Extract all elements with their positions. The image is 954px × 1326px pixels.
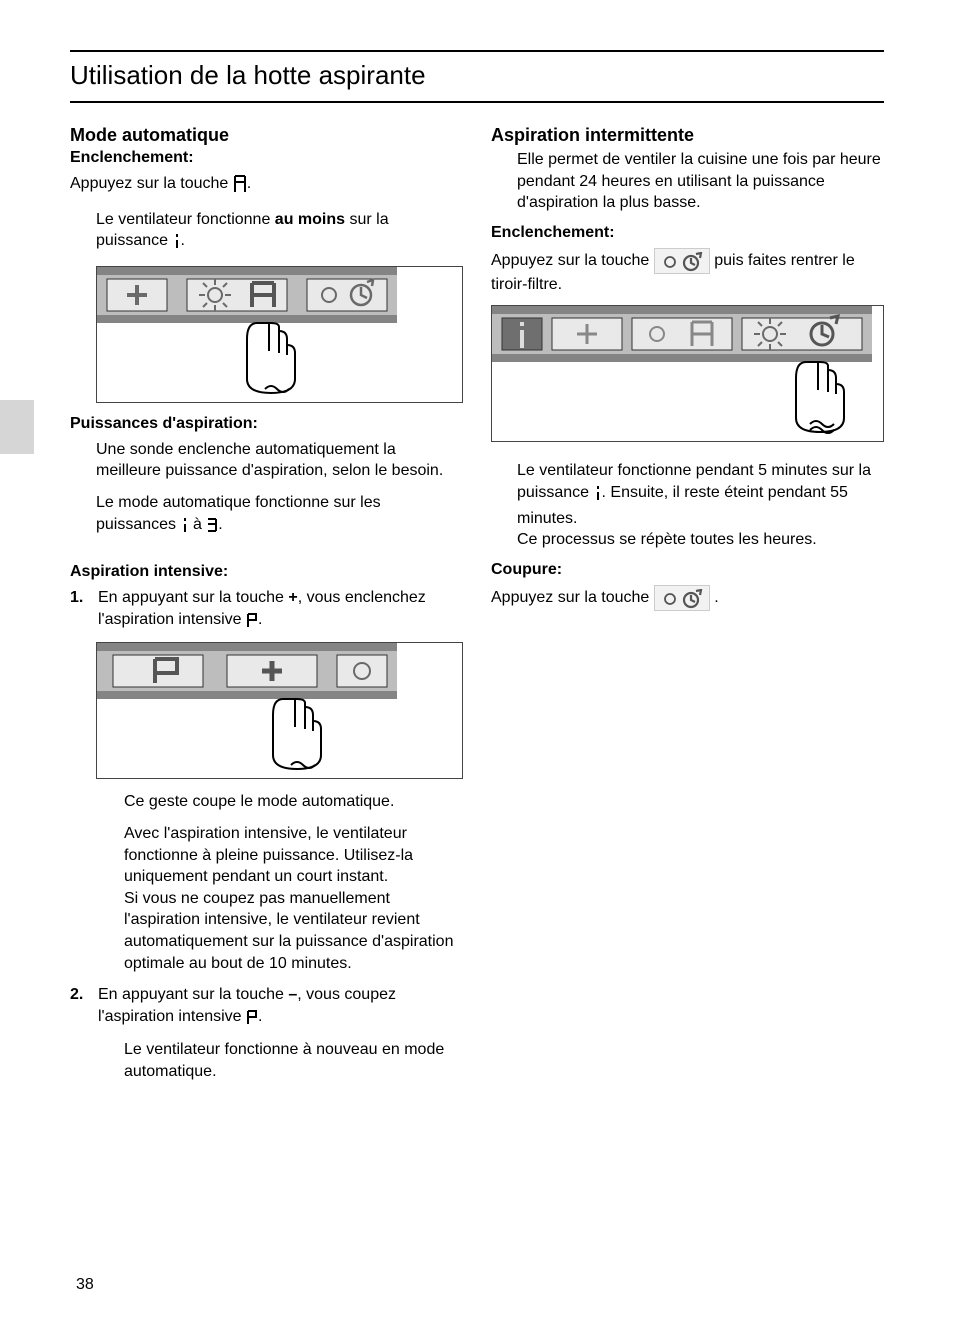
figure-panel-1 <box>96 266 463 403</box>
glyph-3-icon <box>206 517 218 540</box>
text: Avec l'aspiration intensive, le ventilat… <box>124 825 413 885</box>
glyph-1c-icon <box>594 485 602 508</box>
label-coupure: Coupure: <box>491 561 884 579</box>
glyph-p2-icon <box>246 1009 258 1032</box>
glyph-p-icon <box>246 612 258 635</box>
para-inter-desc: Elle permet de ventiler la cuisine une f… <box>491 149 884 214</box>
page-number: 38 <box>76 1276 94 1294</box>
para-mode-range: Le mode automatique fonctionne sur les p… <box>70 492 463 539</box>
text: Ce processus se répète toutes les heures… <box>517 531 817 548</box>
text: En appuyant sur la touche <box>98 589 288 606</box>
para-coupe-mode: Ce geste coupe le mode automatique. <box>70 791 463 813</box>
text: Appuyez sur la touche <box>491 252 654 269</box>
bold-plus: + <box>288 589 297 606</box>
bold-minus: – <box>288 986 297 1003</box>
figure-panel-2 <box>96 642 463 779</box>
text: à <box>189 516 207 533</box>
page-side-tab <box>0 400 34 454</box>
step-1: 1. En appuyant sur la touche +, vous enc… <box>70 587 463 634</box>
text: . <box>218 516 222 533</box>
heading-mode-automatique: Mode automatique <box>70 125 463 146</box>
step-1-body: En appuyant sur la touche +, vous enclen… <box>98 587 463 634</box>
text: Le ventilateur fonctionne <box>96 211 275 228</box>
heading-intermittente: Aspiration intermittente <box>491 125 884 146</box>
text: . <box>181 232 185 249</box>
step-2-num: 2. <box>70 984 88 1031</box>
para-inter-press: Appuyez sur la touche puis faites rentre… <box>491 248 884 296</box>
button-clock-icon-2 <box>654 585 710 611</box>
para-full-power: Avec l'aspiration intensive, le ventilat… <box>70 823 463 974</box>
glyph-1b-icon <box>181 517 189 540</box>
text: Si vous ne coupez pas manuellement l'asp… <box>124 890 453 972</box>
left-column: Mode automatique Enclenchement: Appuyez … <box>70 125 463 1092</box>
text: . <box>258 1008 262 1025</box>
heading-intensive: Aspiration intensive: <box>70 563 463 581</box>
para-sonde: Une sonde enclenche automatiquement la m… <box>70 439 463 482</box>
text: Appuyez sur la touche <box>491 589 654 606</box>
button-clock-icon <box>654 248 710 274</box>
para-cycle: Le ventilateur fonctionne pendant 5 minu… <box>491 460 884 550</box>
text: En appuyant sur la touche <box>98 986 288 1003</box>
bold-au-moins: au moins <box>275 211 345 228</box>
para-press-a: Appuyez sur la touche . <box>70 173 463 199</box>
page-title: Utilisation de la hotte aspirante <box>70 50 884 103</box>
content-columns: Mode automatique Enclenchement: Appuyez … <box>70 125 884 1092</box>
text: Appuyez sur la touche <box>70 175 233 192</box>
glyph-1-icon <box>173 233 181 256</box>
text: Le mode automatique fonctionne sur les p… <box>96 494 381 533</box>
para-back-auto: Le ventilateur fonctionne à nouveau en m… <box>70 1039 463 1082</box>
step-2-body: En appuyant sur la touche –, vous coupez… <box>98 984 463 1031</box>
label-enclenchement-1: Enclenchement: <box>70 149 463 167</box>
glyph-a-icon <box>233 174 247 199</box>
label-enclenchement-2: Enclenchement: <box>491 224 884 242</box>
text: . <box>247 175 251 192</box>
text: . <box>714 589 718 606</box>
step-2: 2. En appuyant sur la touche –, vous cou… <box>70 984 463 1031</box>
step-1-num: 1. <box>70 587 88 634</box>
para-coupure-press: Appuyez sur la touche . <box>491 585 884 611</box>
heading-puissances: Puissances d'aspiration: <box>70 415 463 433</box>
para-fan-min: Le ventilateur fonctionne au moins sur l… <box>70 209 463 256</box>
figure-panel-3 <box>491 305 884 442</box>
text: . <box>258 611 262 628</box>
right-column: Aspiration intermittente Elle permet de … <box>491 125 884 1092</box>
